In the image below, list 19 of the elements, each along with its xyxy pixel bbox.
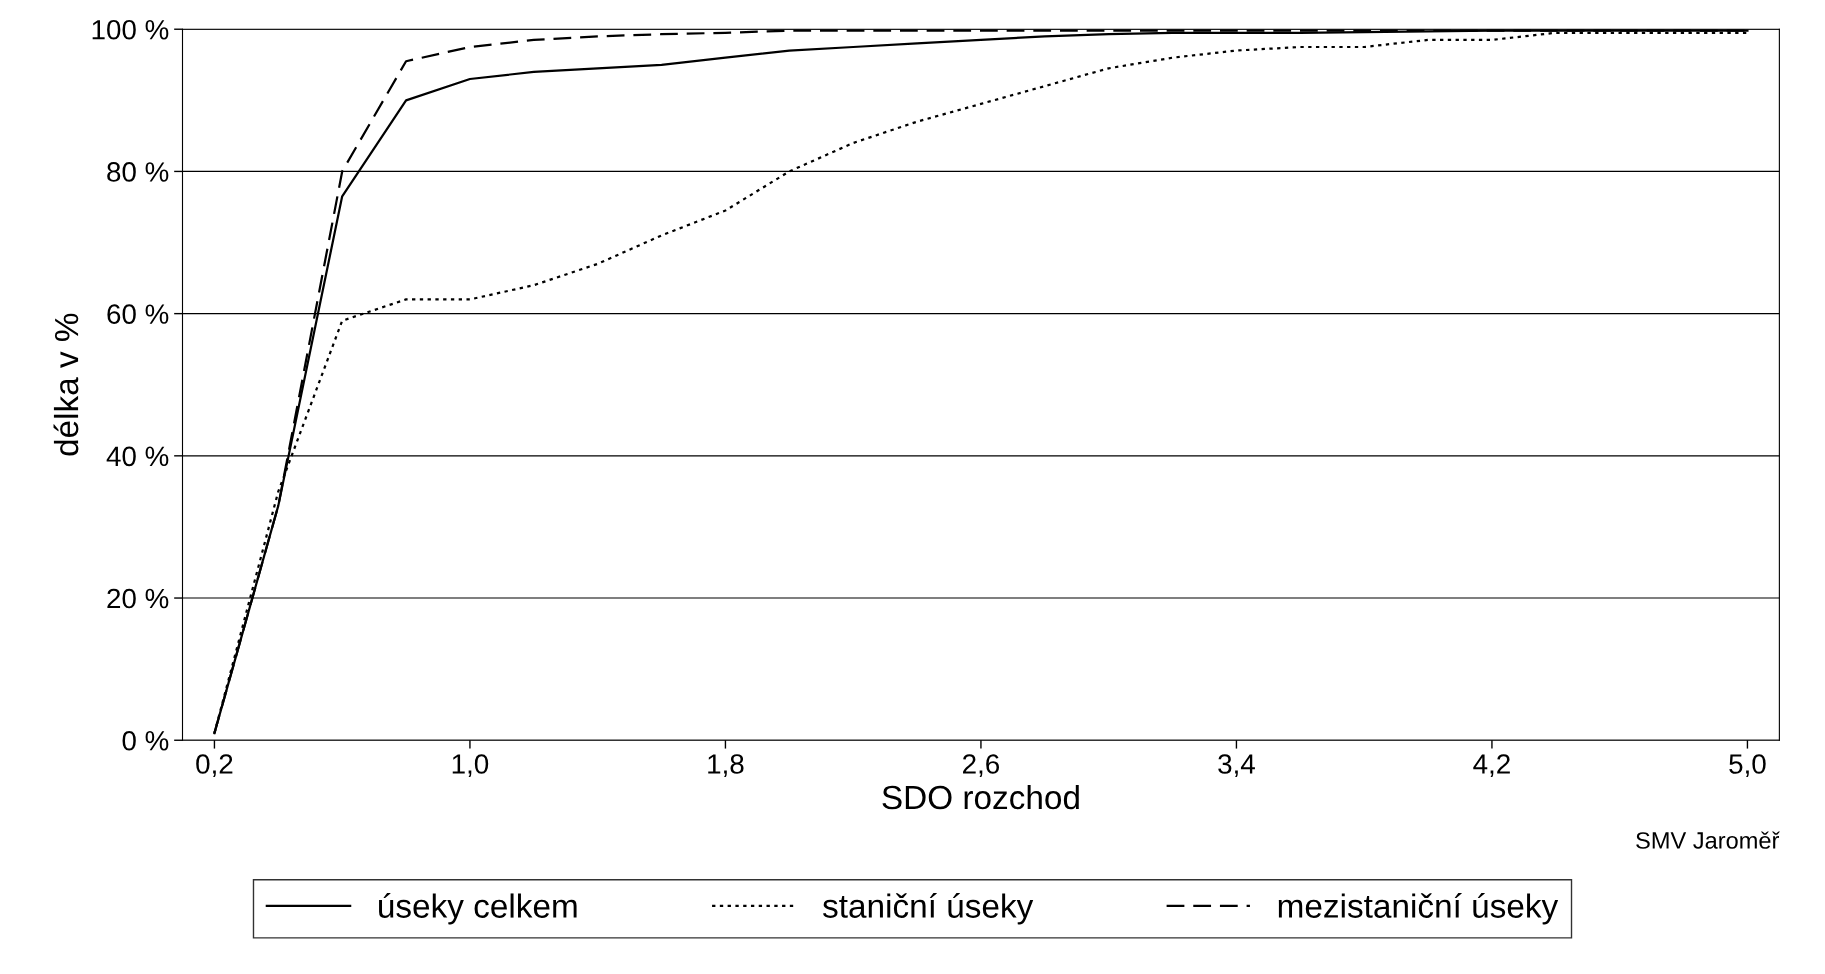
y-tick-label: 40 % (106, 446, 169, 467)
y-tick-label: 0 % (122, 730, 169, 751)
x-tick-label: 4,2 (1473, 754, 1510, 778)
x-tick-label: 0,2 (196, 754, 233, 778)
y-tick-label: 80 % (107, 162, 169, 182)
x-tick-label: 5,0 (1729, 754, 1766, 778)
x-tick-label: 1,0 (452, 754, 489, 778)
y-tick-label: 20 % (107, 588, 169, 609)
x-tick-label: 3,4 (1218, 754, 1255, 778)
y-tick-label: 100 % (92, 19, 169, 40)
legend-label: staniční úseky (822, 893, 1034, 925)
text: SMV Jaroměř (1636, 831, 1780, 849)
x-tick-label: 1,8 (708, 754, 744, 778)
legend-label: mezistaniční úseky (1278, 893, 1559, 925)
y-tick-label: 60 % (107, 304, 169, 324)
legend-label: úseky celkem (379, 893, 577, 925)
x-tick-label: 2,6 (963, 754, 1000, 778)
x-axis-title: SDO rozchod (882, 784, 1079, 810)
y-axis-title: délka v % (53, 313, 79, 456)
